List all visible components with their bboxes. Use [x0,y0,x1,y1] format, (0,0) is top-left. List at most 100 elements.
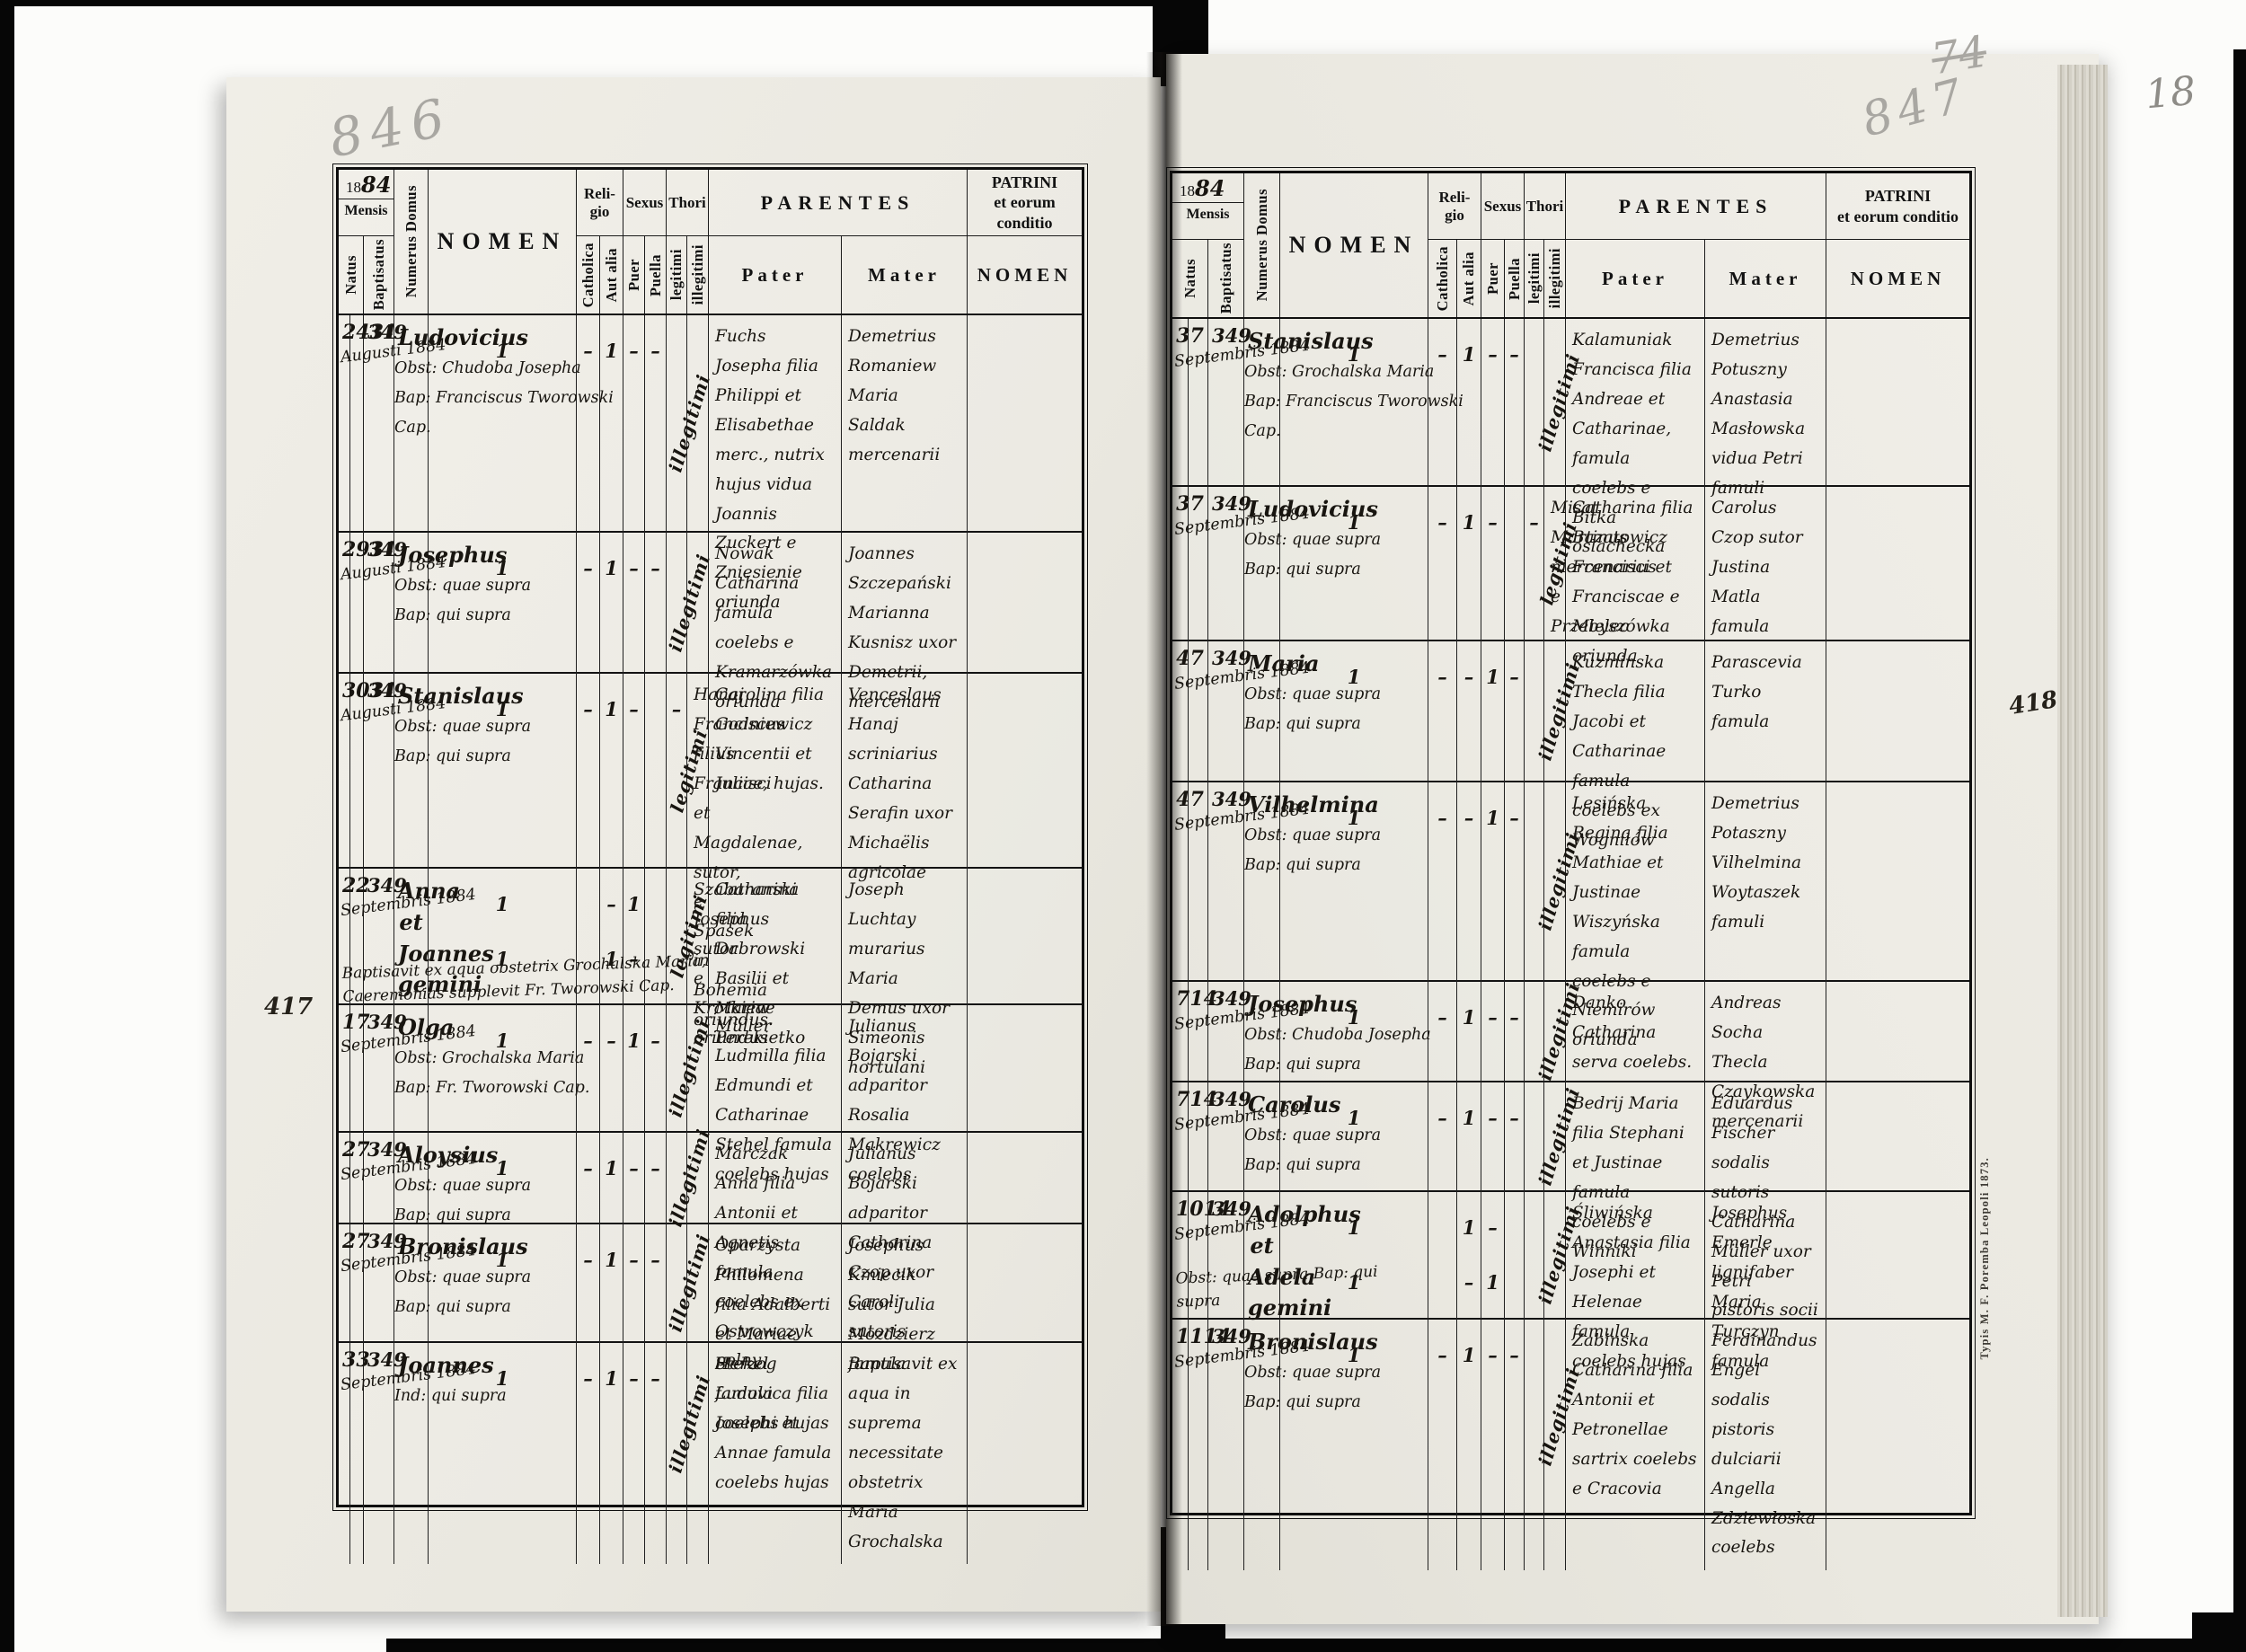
header-thori: Thori [1525,173,1566,240]
month-year: Septembris 1884 [1172,799,1311,835]
cell-legitimi: – [1505,641,1525,863]
month-year: Augusti 1884 [339,693,447,726]
register-row: 2 7 Septembris 1884 349 Bronislaus Obst: quae… [339,1224,1082,1446]
cell-legitimi: – [645,1005,667,1197]
cell-mater: Bedrij Maria filia Stephani et Justinae … [1566,1082,1705,1334]
cell-illegitimi [1525,1320,1544,1571]
baptisatus-day: 7 [1189,647,1204,670]
cell-catholica: 1 [1280,982,1428,1144]
cell-legitimi [645,869,667,1091]
month-year: Septembris 1884 [1172,1337,1311,1372]
child-name: Stanislaus [398,683,524,709]
natus-day: 3 [1176,324,1190,348]
scan-edge-right [2233,49,2246,1652]
cell-mater: Fuchs Josepha filia Philippi et Elisabet… [709,315,842,626]
header-year-mensis: 1884 Mensis [339,170,394,236]
child-name: Joannes [398,1352,494,1378]
register-row: 11 14 Septembris 1884 349 Bronislaus Obst: qu… [1172,1320,1969,1571]
cell-aut-alia: – [1428,487,1457,679]
month-year: Septembris 1884 [1172,658,1311,693]
header-mater: Mater [1705,240,1826,317]
obstetrix-baptist-note: Obst: quae supra Bap: qui supra [1244,530,1382,579]
month-year: Augusti 1884 [339,335,447,367]
month-year: Septembris 1884 [1172,1209,1311,1244]
child-name: Stanislaus [1248,328,1374,354]
header-patrini-nomen: NOMEN [1850,267,1946,289]
cell-illegitimi: – [1525,487,1544,679]
natus-day: 24 [342,321,370,344]
cell-aut-alia: – [577,1224,600,1446]
margin-entry-number-417: 417 [264,994,314,1020]
cell-nomen: Joannes Ind: qui supra [394,1343,507,1565]
child-name: Ludovicius [1248,496,1378,522]
child-name: Bronislaus [1248,1329,1378,1355]
obstetrix-baptist-note: Obst: Grochalska Maria Bap: Fr. Tworowsk… [394,1048,590,1098]
cell-mater: Oparzysta Philomena filia Adalberti et M… [709,1224,842,1446]
header-illegitimi: illegitimi [1544,240,1566,317]
natus-day: 4 [1176,788,1190,811]
cell-illegitimi [667,533,687,725]
month-year: Septembris 1884 [339,1359,477,1395]
cell-catholica: 1 [1280,487,1428,679]
header-baptisatus: Baptisatus [364,236,394,314]
register-row: 29 31 Augusti 1884 349 Josephus Obst: quae su… [339,533,1082,725]
cell-illegitimi [1525,1192,1544,1384]
obstetrix-baptist-note: Obst: quae supra Bap: qui supra [394,1268,532,1317]
natus-day: 7 [1176,987,1190,1011]
obstetrix-baptist-note: Obst: quae supra Bap: qui supra [1244,685,1382,734]
cell-puer: 1 [1457,1320,1481,1571]
header-pater: Pater [1566,240,1705,317]
natus-day: 30 [342,679,370,702]
cell-patrini: Julianus Bojarski adparitor Rosalia Makr… [842,1005,968,1197]
cell-puella: – [1481,487,1505,679]
child-name: Maria [1248,650,1320,676]
register-row: 3 7 Septembris 1884 349 Stanislaus Obst: Groc… [1172,319,1969,570]
cell-catholica: 1 [1280,1320,1428,1571]
row-footnote: Obst: quae supra Bap: qui supra [1175,1263,1378,1312]
cell-patrini: Demetrius Potaszny Vilhelmina Woytaszek … [1705,782,1826,1064]
baptisatus-day: 7 [1189,492,1204,516]
baptisatus-day: 31 [369,538,398,561]
natus-day: 29 [342,538,370,561]
cell-mater: Zabinska Catharina filia Antonii et Petr… [1566,1320,1705,1571]
year-handwritten: 84 [1195,175,1225,201]
baptisatus-day: 7 [356,1011,370,1034]
cell-puer: 1 [600,1343,623,1565]
obstetrix-baptist-note: Obst: Grochalska Maria Bap: Franciscus T… [1244,362,1463,441]
register-row: 7 14 Septembris 1884 349 Josephus Obst: Chudo… [1172,980,1969,1144]
obstetrix-baptist-note: Obst: quae supra Bap: qui supra [394,576,532,625]
mensis-label: Mensis [1186,207,1230,222]
cell-pater [687,533,709,725]
cell-patrini: Josephus Emerle lignifaber Maria Turczyn… [1705,1192,1826,1384]
header-puella: Puella [1505,240,1525,317]
natus-day: 2 [342,1138,357,1162]
cell-mater: Nowak Catharina famula coelebs e Kramarz… [709,533,842,725]
cell-nomen: Bronislaus Obst: quae supra Bap: qui supr… [1244,1320,1381,1571]
cell-pater [1544,982,1566,1144]
cell-mater: Kuzminska Thecla filia Jacobi et Cathari… [1566,641,1705,863]
cell-mater: Śliwińska Anastasia filia Josephi et Hel… [1566,1192,1705,1384]
baptisatus-day: 14 [1189,987,1217,1011]
register-row: 3 7 Septembris 1884 349 Ludovicius Obst: quae… [1172,487,1969,679]
cell-patrini: Parascevia Turko famula [1705,641,1826,863]
header-religio: Reli- gio [577,170,623,236]
header-parentes: PARENTES [1566,173,1826,240]
cell-puer: 1 [600,533,623,725]
natus-day: 4 [1176,647,1190,670]
header-religio: Reli- gio [1428,173,1481,240]
header-nomen: NOMEN [429,170,577,314]
header-illegitimi: illegitimi [687,236,709,314]
obstetrix-baptist-note: Ind: qui supra [394,1386,507,1405]
scan-corner-bottom-right [2192,1612,2246,1652]
natus-day: 1 [342,1011,357,1034]
cell-catholica: 1 [429,533,577,725]
natus-day: 2 [342,874,357,897]
cell-puer: 1 [1457,487,1481,679]
child-name: Josephus [398,542,508,568]
cell-puella: 1 [623,1005,645,1197]
scan-edge-top [0,0,1204,6]
child-name: Aloysius [398,1142,499,1168]
cell-legitimi [1505,1192,1525,1384]
baptisatus-day: 3 [356,1348,370,1372]
header-mater: Mater [842,236,968,314]
